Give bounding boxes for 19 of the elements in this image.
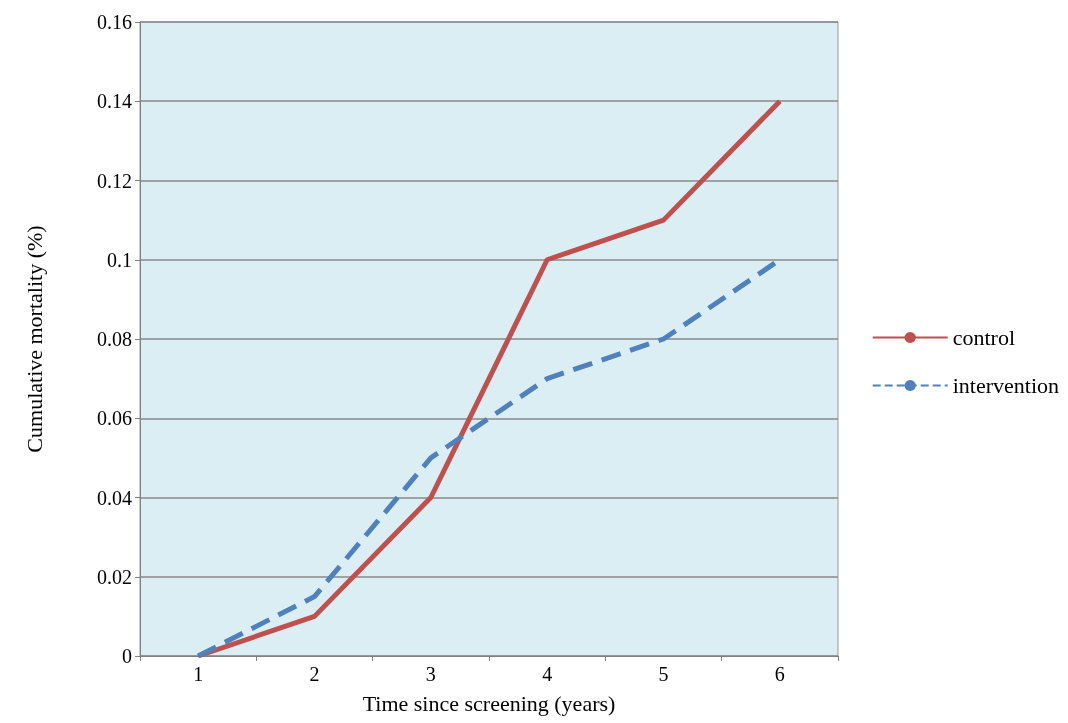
y-tick-label: 0.06 (97, 407, 132, 430)
x-tick-label: 5 (658, 663, 669, 685)
y-tick-label: 0.08 (97, 328, 132, 350)
x-tick-label: 4 (542, 663, 553, 685)
x-tick-label: 2 (309, 663, 320, 685)
y-tick-label: 0.1 (107, 248, 132, 271)
y-tick-label: 0.16 (97, 11, 132, 33)
y-tick-label: 0.02 (97, 565, 132, 588)
x-tick-label: 1 (193, 663, 204, 685)
legend-label: control (952, 325, 1016, 350)
y-tick-label: 0.04 (97, 486, 132, 509)
y-tick-label: 0.12 (97, 169, 132, 192)
y-axis-title: Cumulative mortality (%) (21, 225, 47, 453)
y-tick-label: 0.14 (97, 90, 132, 113)
y-tick-label: 0 (122, 645, 132, 667)
x-tick-label: 6 (774, 663, 785, 685)
legend-label: intervention (952, 373, 1060, 398)
x-tick-label: 3 (425, 663, 436, 685)
x-axis-title: Time since screening (years) (362, 690, 616, 716)
